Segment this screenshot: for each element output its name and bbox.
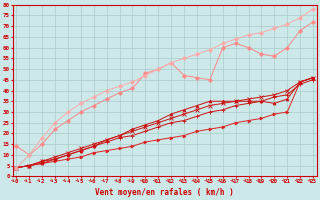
X-axis label: Vent moyen/en rafales ( km/h ): Vent moyen/en rafales ( km/h ) [95, 188, 234, 197]
